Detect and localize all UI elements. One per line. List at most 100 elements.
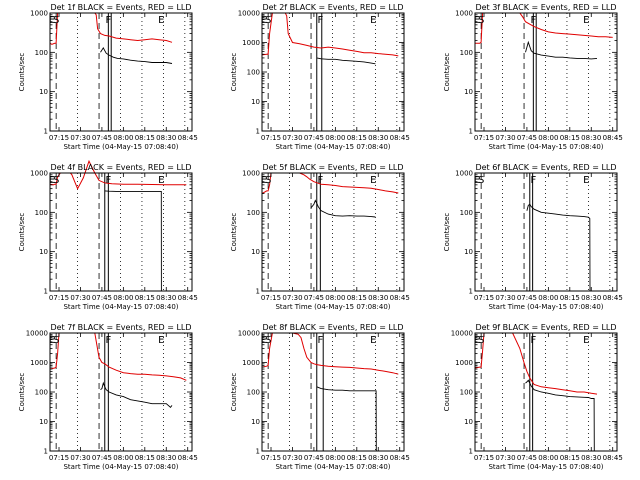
x-tick-label: 07:45 — [304, 294, 324, 302]
x-tick-label: 08:00 — [113, 294, 133, 302]
y-tick-label: 10 — [39, 248, 48, 256]
lld-series-line — [261, 12, 399, 57]
chart-title: Det 8f BLACK = Events, RED = LLD — [262, 323, 403, 332]
chart-title: Det 2f BLACK = Events, RED = LLD — [262, 3, 403, 12]
x-tick-label: 07:15 — [261, 294, 281, 302]
plot-frame — [474, 172, 618, 292]
events-series-line — [316, 386, 377, 452]
phase-marker-f: F — [317, 15, 323, 26]
x-tick-label: 08:15 — [135, 294, 155, 302]
x-tick-label: 08:00 — [538, 134, 558, 142]
x-tick-label: 08:45 — [390, 134, 410, 142]
x-tick-label: 07:45 — [517, 454, 537, 462]
events-series-line — [316, 57, 376, 65]
chart-panel-3: 07:15 07:30 07:45 08:00 08:15 08:30 08:45 1 10 10… — [443, 3, 623, 151]
phase-marker-f: F — [105, 335, 111, 346]
phase-marker-e: E — [583, 335, 589, 346]
y-tick-label: 1 — [44, 288, 48, 296]
x-tick-label: 08:30 — [368, 454, 388, 462]
lld-series-line — [261, 172, 399, 195]
phase-marker-s: S — [265, 335, 271, 346]
x-tick-label: 07:45 — [304, 454, 324, 462]
x-tick-label: 08:00 — [538, 294, 558, 302]
x-axis-label: Start Time (04-May-15 07:08:40) — [488, 303, 603, 311]
phase-marker-f: F — [105, 175, 111, 186]
x-tick-label: 07:30 — [282, 134, 302, 142]
x-axis-label: Start Time (04-May-15 07:08:40) — [488, 143, 603, 151]
x-tick-label: 07:30 — [282, 294, 302, 302]
chart-title: Det 9f BLACK = Events, RED = LLD — [475, 323, 616, 332]
y-tick-label: 100 — [35, 209, 48, 217]
phase-marker-e: E — [583, 175, 589, 186]
x-tick-label: 08:30 — [156, 454, 176, 462]
x-tick-label: 08:30 — [581, 454, 601, 462]
y-tick-label: 100 — [460, 49, 473, 57]
y-tick-label: 100 — [460, 389, 473, 397]
y-tick-label: 10000 — [238, 10, 260, 18]
phase-marker-e: E — [158, 175, 164, 186]
y-tick-label: 100 — [247, 209, 260, 217]
y-tick-label: 10 — [464, 88, 473, 96]
x-tick-label: 07:15 — [261, 454, 281, 462]
y-tick-label: 10000 — [238, 330, 260, 338]
x-tick-label: 07:15 — [49, 134, 69, 142]
y-tick-label: 10 — [251, 248, 260, 256]
phase-marker-s: S — [478, 175, 484, 186]
chart-title: Det 6f BLACK = Events, RED = LLD — [475, 163, 616, 172]
x-tick-label: 08:45 — [603, 454, 623, 462]
phase-marker-e: E — [474, 15, 480, 26]
lld-series-line — [474, 332, 598, 395]
x-axis-label: Start Time (04-May-15 07:08:40) — [275, 143, 390, 151]
y-tick-label: 1000 — [242, 359, 260, 367]
x-tick-label: 07:45 — [517, 294, 537, 302]
events-series-line — [525, 379, 595, 452]
y-tick-label: 1000 — [30, 359, 48, 367]
y-tick-label: 1000 — [30, 10, 48, 18]
y-tick-label: 100 — [247, 389, 260, 397]
x-tick-label: 07:15 — [474, 134, 494, 142]
y-tick-label: 1 — [256, 448, 260, 456]
y-axis-label: Counts/sec — [443, 373, 451, 412]
y-axis-label: Counts/sec — [18, 373, 26, 412]
x-tick-label: 07:45 — [304, 134, 324, 142]
y-tick-label: 10 — [39, 418, 48, 426]
phase-marker-s: S — [265, 175, 271, 186]
phase-marker-e: E — [370, 175, 376, 186]
x-axis-label: Start Time (04-May-15 07:08:40) — [63, 463, 178, 471]
chart-panel-2: 07:15 07:30 07:45 08:00 08:15 08:30 08:45 1 10 10… — [230, 3, 410, 151]
lld-series-line — [49, 332, 187, 381]
x-tick-label: 08:15 — [135, 454, 155, 462]
y-tick-label: 10 — [251, 98, 260, 106]
x-tick-label: 08:15 — [347, 134, 367, 142]
y-axis-label: Counts/sec — [230, 53, 238, 92]
x-tick-label: 07:45 — [92, 454, 112, 462]
y-tick-label: 1 — [44, 448, 48, 456]
y-tick-label: 1 — [256, 288, 260, 296]
x-tick-label: 08:30 — [581, 134, 601, 142]
y-tick-label: 1 — [256, 128, 260, 136]
x-axis-label: Start Time (04-May-15 07:08:40) — [275, 463, 390, 471]
x-tick-label: 08:30 — [156, 134, 176, 142]
x-tick-label: 08:30 — [581, 294, 601, 302]
chart-panel-9: 07:15 07:30 07:45 08:00 08:15 08:30 08:45 1 10 10… — [443, 323, 623, 471]
x-tick-label: 08:15 — [560, 294, 580, 302]
chart-title: Det 1f BLACK = Events, RED = LLD — [50, 3, 191, 12]
x-tick-label: 07:15 — [474, 294, 494, 302]
x-tick-label: 08:00 — [325, 134, 345, 142]
x-tick-label: 08:30 — [156, 294, 176, 302]
plot-frame — [474, 12, 618, 132]
chart-panel-6: 07:15 07:30 07:45 08:00 08:15 08:30 08:45 1 10 10… — [443, 163, 623, 311]
phase-marker-f: F — [530, 335, 536, 346]
x-axis-label: Start Time (04-May-15 07:08:40) — [275, 303, 390, 311]
x-tick-label: 07:30 — [70, 454, 90, 462]
plot-frame — [49, 12, 193, 132]
y-tick-label: 10 — [39, 88, 48, 96]
y-tick-label: 10000 — [451, 330, 473, 338]
lld-series-line — [49, 159, 187, 190]
phase-marker-f: F — [317, 335, 323, 346]
phase-marker-e: E — [261, 335, 267, 346]
phase-marker-e: E — [370, 15, 376, 26]
y-tick-label: 10 — [251, 418, 260, 426]
x-tick-label: 08:00 — [113, 454, 133, 462]
